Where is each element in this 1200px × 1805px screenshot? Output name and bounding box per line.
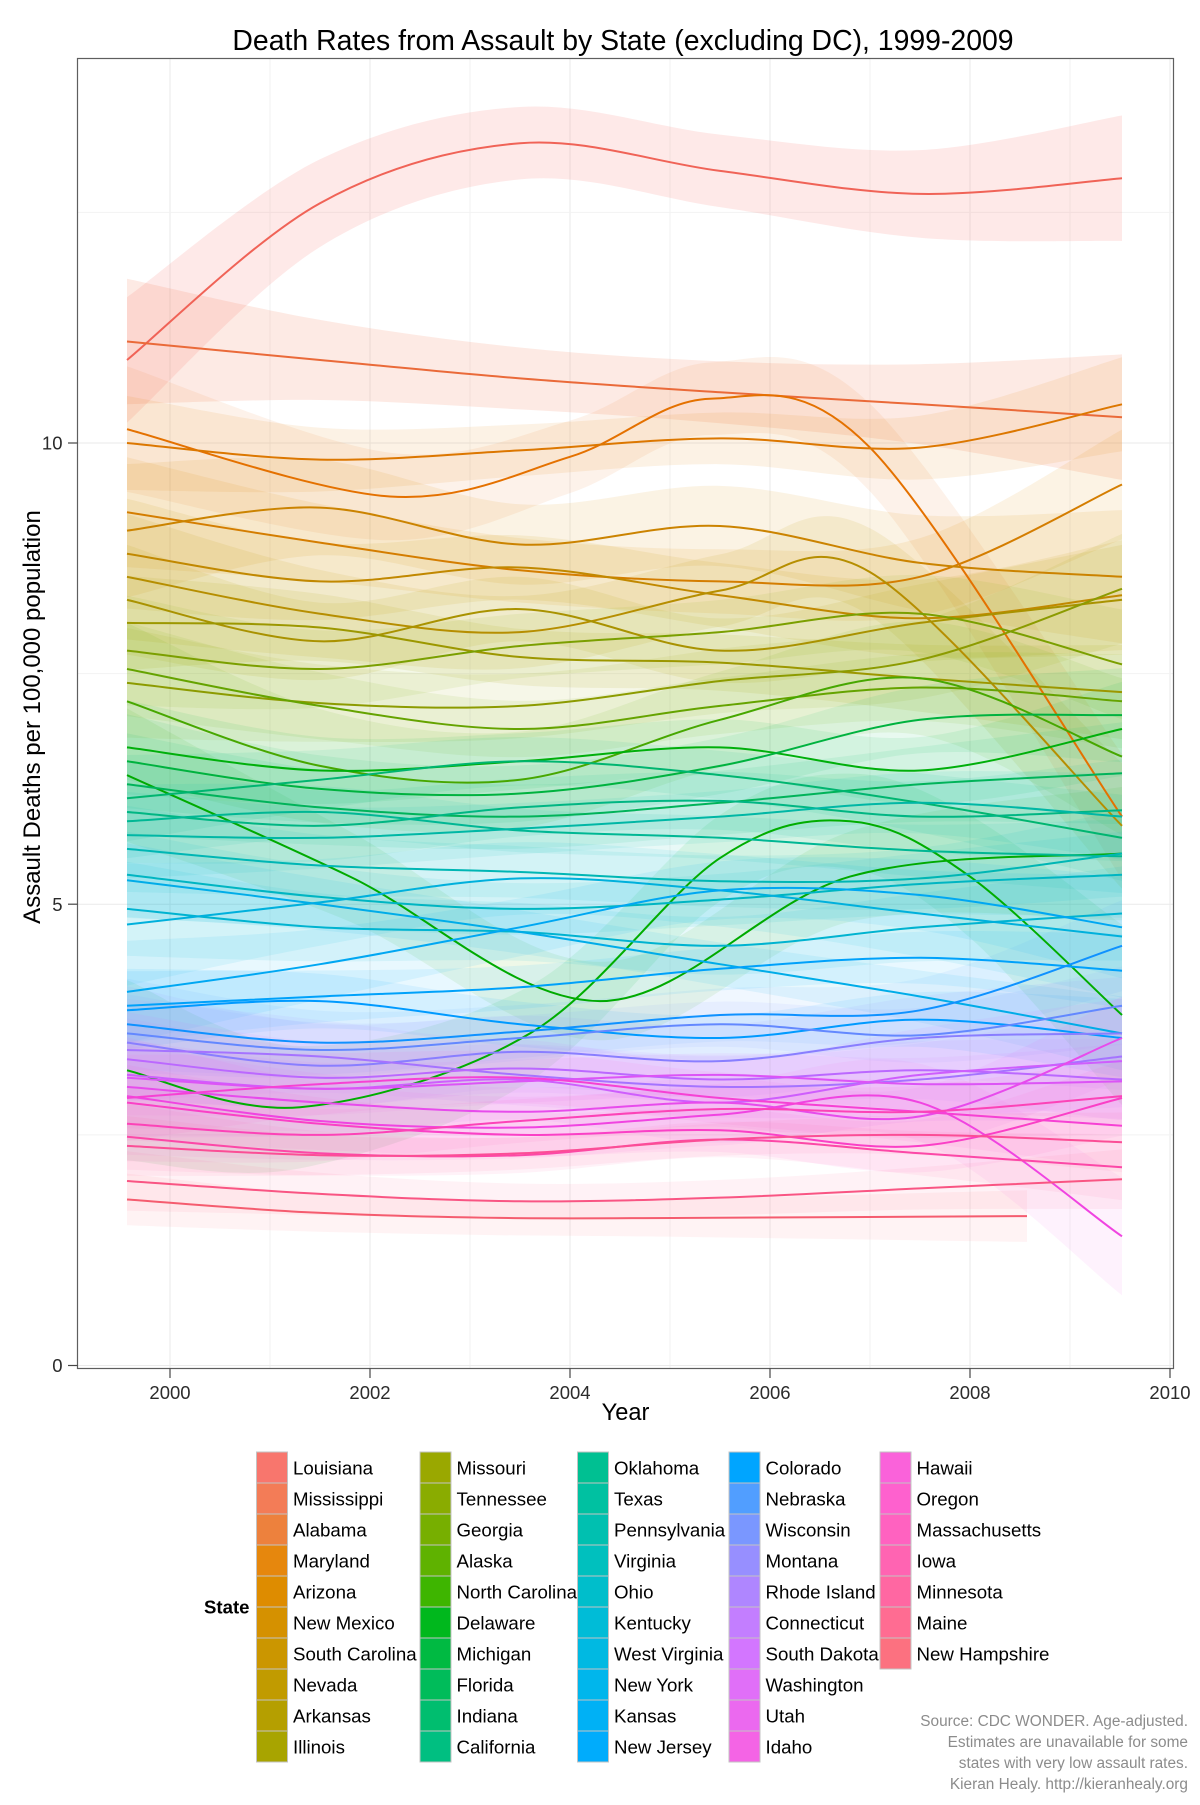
svg-text:Nebraska: Nebraska [766, 1489, 847, 1510]
svg-text:2000: 2000 [149, 1382, 190, 1403]
svg-text:Florida: Florida [457, 1675, 515, 1696]
svg-text:0: 0 [52, 1355, 62, 1376]
svg-text:2006: 2006 [749, 1382, 790, 1403]
svg-text:Louisiana: Louisiana [293, 1458, 374, 1479]
svg-text:Estimates are unavailable for: Estimates are unavailable for some [948, 1734, 1188, 1751]
svg-text:Arkansas: Arkansas [293, 1706, 371, 1727]
svg-text:Virginia: Virginia [614, 1551, 677, 1572]
svg-text:Maine: Maine [917, 1613, 968, 1634]
svg-text:Texas: Texas [614, 1489, 663, 1510]
svg-text:California: California [457, 1737, 537, 1758]
svg-text:New Hampshire: New Hampshire [917, 1644, 1050, 1665]
svg-text:Connecticut: Connecticut [766, 1613, 865, 1634]
svg-text:State: State [204, 1597, 249, 1618]
svg-text:Missouri: Missouri [457, 1458, 527, 1479]
svg-text:Colorado: Colorado [766, 1458, 842, 1479]
svg-text:South Carolina: South Carolina [293, 1644, 417, 1665]
svg-text:Maryland: Maryland [293, 1551, 370, 1572]
svg-text:Arizona: Arizona [293, 1582, 357, 1603]
svg-text:2004: 2004 [549, 1382, 590, 1403]
svg-text:Death Rates from Assault by St: Death Rates from Assault by State (exclu… [232, 25, 1013, 57]
svg-text:Tennessee: Tennessee [457, 1489, 547, 1510]
svg-text:2002: 2002 [349, 1382, 390, 1403]
svg-text:Idaho: Idaho [766, 1737, 813, 1758]
svg-text:Mississippi: Mississippi [293, 1489, 383, 1510]
svg-text:Kieran Healy. http://kieranhea: Kieran Healy. http://kieranhealy.org [950, 1776, 1188, 1793]
svg-text:Wisconsin: Wisconsin [766, 1520, 851, 1541]
svg-text:states with very low assault r: states with very low assault rates. [959, 1755, 1188, 1772]
svg-text:Rhode Island: Rhode Island [766, 1582, 876, 1603]
svg-text:10: 10 [42, 433, 63, 454]
svg-text:Assault Deaths per 100,000 pop: Assault Deaths per 100,000 population [19, 510, 46, 924]
svg-text:Oklahoma: Oklahoma [614, 1458, 700, 1479]
svg-text:Ohio: Ohio [614, 1582, 653, 1603]
svg-text:North Carolina: North Carolina [457, 1582, 578, 1603]
svg-text:Nevada: Nevada [293, 1675, 358, 1696]
svg-text:Alaska: Alaska [457, 1551, 514, 1572]
svg-text:Minnesota: Minnesota [917, 1582, 1004, 1603]
svg-text:Alabama: Alabama [293, 1520, 367, 1541]
svg-text:Utah: Utah [766, 1706, 805, 1727]
svg-text:Illinois: Illinois [293, 1737, 345, 1758]
svg-text:Oregon: Oregon [917, 1489, 979, 1510]
svg-text:Delaware: Delaware [457, 1613, 536, 1634]
svg-text:West Virginia: West Virginia [614, 1644, 724, 1665]
svg-text:Michigan: Michigan [457, 1644, 532, 1665]
svg-text:Hawaii: Hawaii [917, 1458, 973, 1479]
svg-text:South Dakota: South Dakota [766, 1644, 880, 1665]
svg-text:2010: 2010 [1149, 1382, 1190, 1403]
svg-text:Massachusetts: Massachusetts [917, 1520, 1042, 1541]
svg-text:Iowa: Iowa [917, 1551, 957, 1572]
svg-text:Washington: Washington [766, 1675, 864, 1696]
svg-text:5: 5 [52, 894, 62, 915]
svg-text:New Jersey: New Jersey [614, 1737, 712, 1758]
svg-text:Pennsylvania: Pennsylvania [614, 1520, 726, 1541]
svg-text:Year: Year [602, 1400, 650, 1426]
svg-text:Montana: Montana [766, 1551, 839, 1572]
svg-text:New York: New York [614, 1675, 694, 1696]
svg-text:Source: CDC WONDER. Age-adjust: Source: CDC WONDER. Age-adjusted. [920, 1713, 1188, 1730]
svg-text:Kentucky: Kentucky [614, 1613, 692, 1634]
svg-text:Kansas: Kansas [614, 1706, 676, 1727]
svg-text:2008: 2008 [949, 1382, 990, 1403]
svg-text:Georgia: Georgia [457, 1520, 524, 1541]
svg-text:Indiana: Indiana [457, 1706, 519, 1727]
svg-text:New Mexico: New Mexico [293, 1613, 395, 1634]
